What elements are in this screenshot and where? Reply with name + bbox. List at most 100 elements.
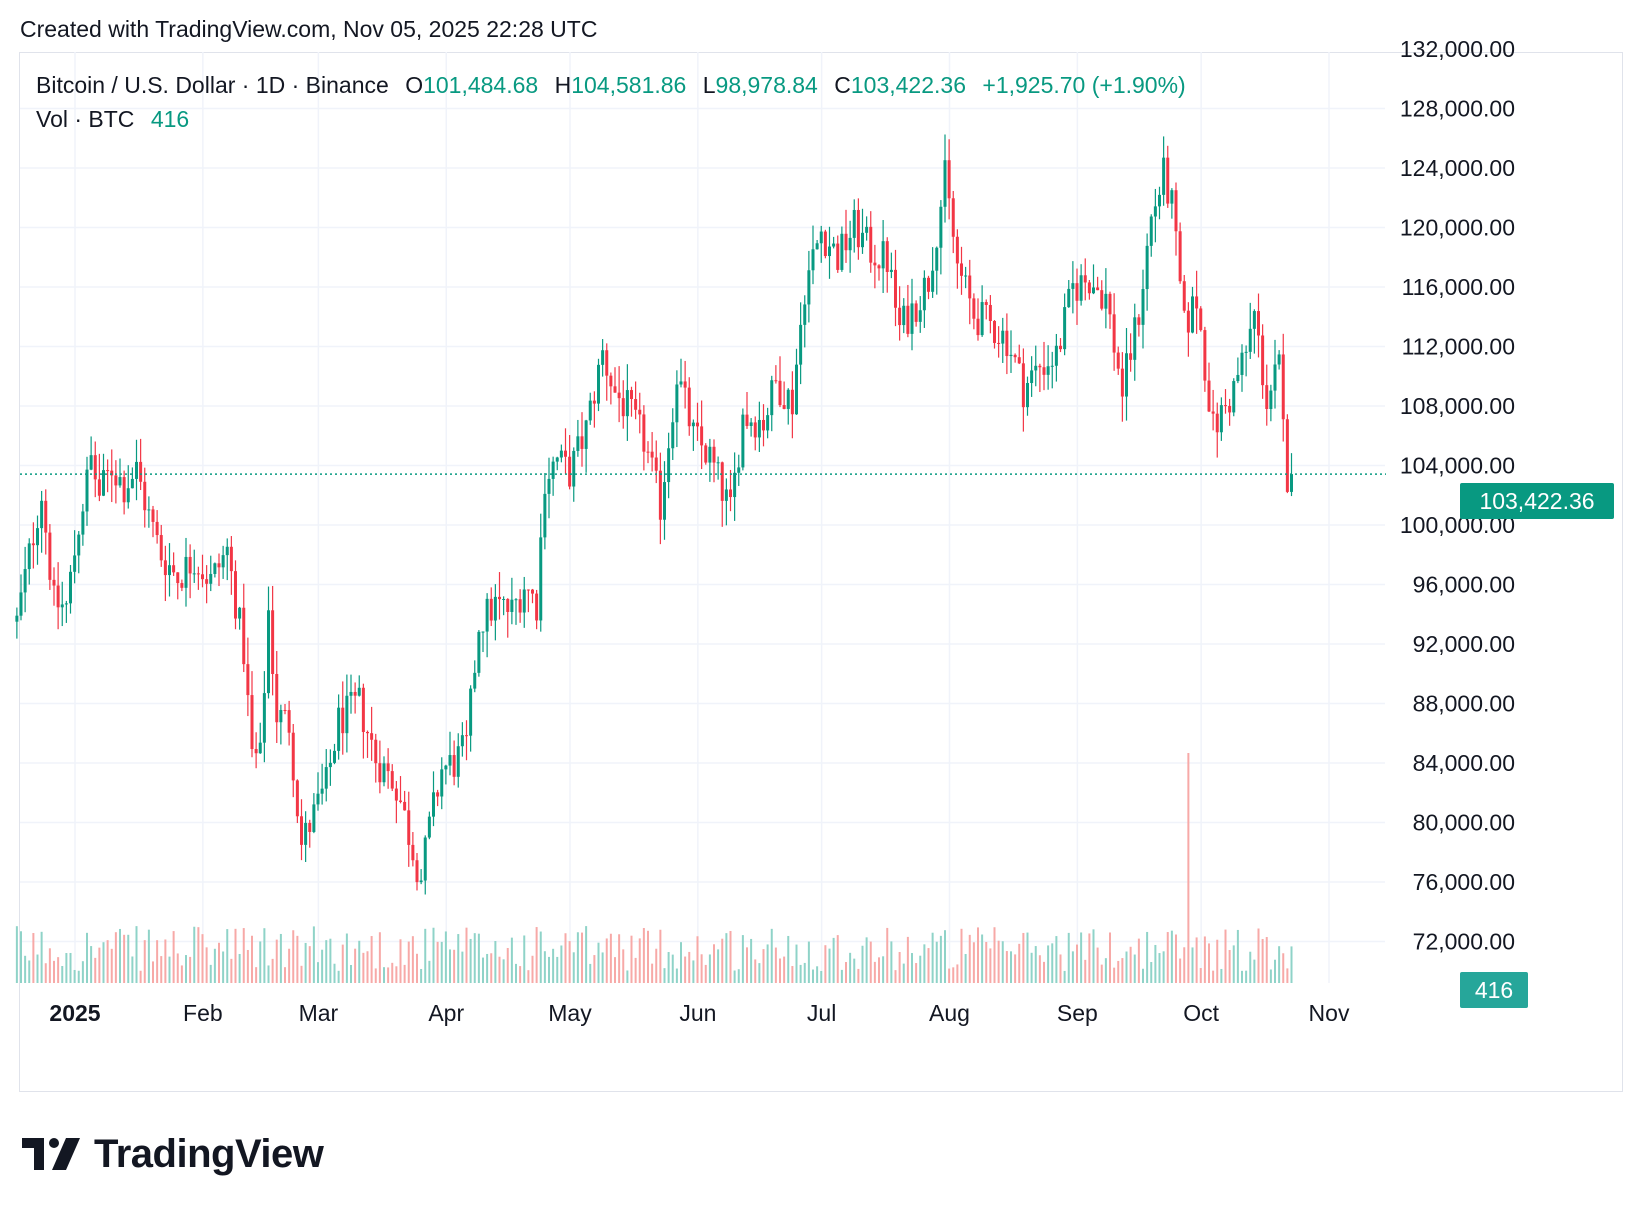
volume-bar xyxy=(618,934,621,983)
candle-body xyxy=(522,589,526,613)
candle-body xyxy=(861,232,864,248)
volume-bar xyxy=(61,966,64,983)
candle-body xyxy=(720,462,724,501)
candle-body xyxy=(399,800,402,802)
volume-bar xyxy=(263,928,266,983)
volume-bar xyxy=(486,953,489,983)
volume-bar xyxy=(1022,932,1025,983)
candle-body xyxy=(918,310,922,322)
candle-body xyxy=(955,236,959,264)
volume-bar xyxy=(1203,936,1206,983)
volume-bar xyxy=(180,965,183,983)
volume-bar xyxy=(436,941,439,983)
volume-bar xyxy=(906,936,909,983)
candle-body xyxy=(386,763,390,772)
candle-body xyxy=(1224,405,1227,407)
tradingview-logo[interactable]: TradingView xyxy=(22,1130,324,1178)
volume-bar xyxy=(296,935,299,983)
candle-body xyxy=(597,364,600,404)
volume-bar xyxy=(465,927,468,983)
volume-bar xyxy=(1175,934,1177,983)
candle-body xyxy=(135,461,138,479)
candle-body xyxy=(844,233,848,251)
candle-body xyxy=(432,792,435,817)
time-tick-label: Oct xyxy=(1183,1000,1219,1026)
candle-body xyxy=(951,198,955,237)
volume-bar xyxy=(197,927,200,983)
volume-bar xyxy=(729,930,732,983)
candle-body xyxy=(737,467,741,473)
volume-bar xyxy=(164,939,167,983)
volume-bar xyxy=(90,946,93,983)
volume-bar xyxy=(213,948,216,983)
candle-body xyxy=(1092,287,1095,294)
price-tick-label: 108,000.00 xyxy=(1400,393,1515,419)
volume-bar xyxy=(420,968,423,983)
volume-bar xyxy=(799,964,802,983)
candle-body xyxy=(1261,335,1265,386)
volume-bar xyxy=(490,953,493,983)
time-axis: 2025 Feb Mar Apr May Jun Jul Aug Sep Oct Nov xyxy=(49,1000,1350,1026)
volume-bar xyxy=(354,948,357,983)
volume-bar xyxy=(304,942,307,983)
candle-body xyxy=(304,822,308,845)
candle-body xyxy=(188,556,192,574)
volume-bar xyxy=(626,970,629,983)
volume-bar xyxy=(424,928,427,983)
candle-body xyxy=(894,269,897,308)
candle-body xyxy=(518,599,522,613)
candle-body xyxy=(229,546,233,572)
volume-bar xyxy=(502,959,505,983)
candle-body xyxy=(960,263,963,276)
volume-bar xyxy=(647,930,649,983)
candle-body xyxy=(790,389,794,415)
candle-body xyxy=(1050,365,1054,367)
volume-bar xyxy=(139,970,142,983)
volume-bar xyxy=(552,948,555,983)
volume-bar xyxy=(1100,964,1103,983)
volume-bar xyxy=(622,949,625,983)
candle-body xyxy=(679,381,683,385)
candle-body xyxy=(671,422,675,449)
volume-bar xyxy=(663,968,666,983)
volume-bar xyxy=(57,957,60,983)
candle-body xyxy=(799,324,803,365)
volume-bar xyxy=(498,956,501,983)
volume-bar xyxy=(193,926,196,983)
candle-body xyxy=(572,450,576,487)
close-value: 103,422.36 xyxy=(850,72,966,98)
candle-body xyxy=(110,470,114,476)
candle-body xyxy=(559,450,563,458)
candle-body xyxy=(988,304,992,322)
volume-bar xyxy=(1047,945,1050,983)
volume-bar xyxy=(531,955,534,983)
volume-bar xyxy=(1170,930,1173,983)
candle-body xyxy=(345,695,349,734)
candle-body xyxy=(889,269,893,272)
volume-bar xyxy=(1253,959,1256,983)
volume-bar xyxy=(1261,939,1264,983)
price-tick-label: 80,000.00 xyxy=(1413,810,1515,836)
candle-body xyxy=(782,405,786,409)
volume-bar xyxy=(172,931,175,983)
volume-bar xyxy=(453,949,456,983)
volume-bar xyxy=(510,937,513,983)
time-tick-label: Sep xyxy=(1057,1000,1098,1026)
volume-bar xyxy=(1257,928,1260,983)
volume-bar xyxy=(807,941,810,983)
volume-bar xyxy=(824,945,827,983)
volume-bar xyxy=(288,948,291,983)
volume-bar xyxy=(28,960,31,983)
volume-tag: 416 xyxy=(1460,972,1528,1008)
volume-bar xyxy=(795,944,798,983)
volume-bar xyxy=(787,935,790,983)
price-tick-label: 104,000.00 xyxy=(1400,453,1515,479)
volume-bar xyxy=(1137,938,1140,983)
candle-body xyxy=(927,277,930,292)
volume-bar xyxy=(1187,753,1190,983)
volume-bar xyxy=(820,970,823,983)
volume-bar xyxy=(1133,954,1136,983)
candle-body xyxy=(320,788,324,794)
price-tick-label: 92,000.00 xyxy=(1413,631,1515,657)
